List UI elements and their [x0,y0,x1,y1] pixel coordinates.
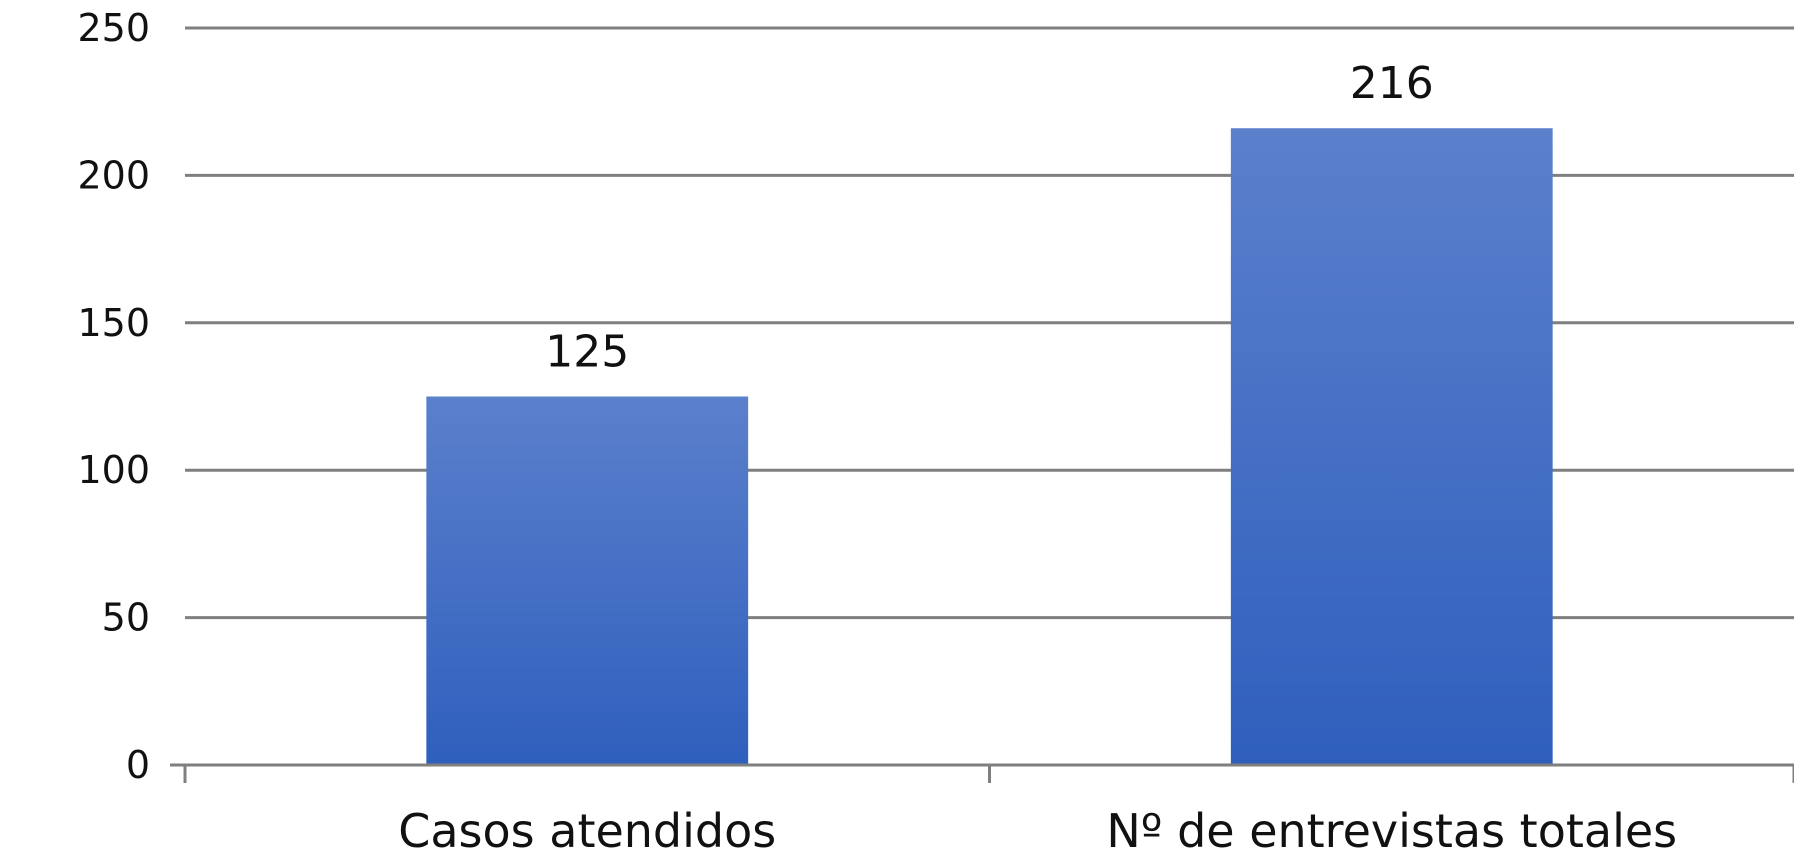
x-category-label: Casos atendidos [398,804,776,855]
y-tick-label: 150 [77,301,150,345]
y-tick-label: 250 [77,6,150,50]
data-label: 216 [1350,58,1434,109]
y-tick-label: 200 [77,153,150,197]
y-axis-tick-labels: 0 50 100 150 200 250 [77,6,150,787]
bar [1230,128,1553,765]
y-tick-label: 50 [102,596,150,640]
y-tick-label: 0 [126,743,150,787]
bars [426,128,1553,765]
y-tick-label: 100 [77,448,150,492]
data-labels: 125 216 [545,58,1433,377]
data-label: 125 [545,327,629,378]
x-axis [170,763,1794,783]
x-category-label: Nº de entrevistas totales [1106,804,1677,855]
category-labels: Casos atendidos Nº de entrevistas totales [398,804,1677,855]
bar [426,396,749,765]
